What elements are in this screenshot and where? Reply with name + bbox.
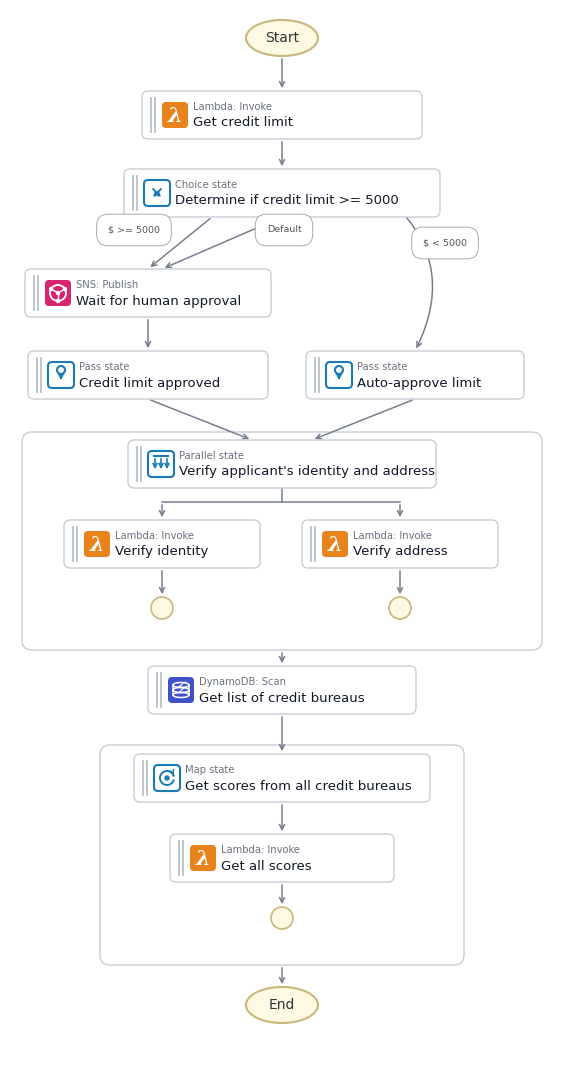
Text: Lambda: Invoke: Lambda: Invoke (353, 531, 432, 541)
FancyBboxPatch shape (144, 180, 170, 206)
Text: Get all scores: Get all scores (221, 859, 312, 872)
Text: Lambda: Invoke: Lambda: Invoke (193, 102, 272, 113)
Text: Determine if credit limit >= 5000: Determine if credit limit >= 5000 (175, 195, 399, 208)
Text: Verify applicant's identity and address: Verify applicant's identity and address (179, 465, 435, 478)
Text: Lambda: Invoke: Lambda: Invoke (115, 531, 194, 541)
FancyBboxPatch shape (48, 362, 74, 388)
Circle shape (335, 366, 343, 374)
Text: Choice state: Choice state (175, 180, 237, 190)
Circle shape (56, 291, 59, 294)
FancyBboxPatch shape (162, 102, 188, 128)
Text: Get credit limit: Get credit limit (193, 117, 293, 130)
FancyBboxPatch shape (322, 531, 348, 557)
FancyBboxPatch shape (302, 520, 498, 568)
FancyBboxPatch shape (148, 667, 416, 714)
FancyBboxPatch shape (170, 834, 394, 882)
FancyBboxPatch shape (306, 351, 524, 399)
FancyBboxPatch shape (190, 845, 216, 871)
FancyBboxPatch shape (100, 745, 464, 965)
FancyBboxPatch shape (25, 269, 271, 317)
Text: Wait for human approval: Wait for human approval (76, 294, 241, 307)
Circle shape (271, 907, 293, 929)
Text: $ >= 5000: $ >= 5000 (108, 225, 160, 235)
Text: λ: λ (196, 849, 210, 869)
FancyBboxPatch shape (134, 754, 430, 802)
Text: Pass state: Pass state (357, 362, 408, 372)
Ellipse shape (246, 987, 318, 1022)
Text: λ: λ (328, 535, 342, 555)
FancyBboxPatch shape (128, 440, 436, 488)
Text: λ: λ (90, 535, 104, 555)
Text: Credit limit approved: Credit limit approved (79, 377, 221, 390)
Circle shape (151, 597, 173, 619)
Circle shape (50, 288, 52, 290)
Text: Pass state: Pass state (79, 362, 130, 372)
FancyBboxPatch shape (148, 451, 174, 477)
Ellipse shape (246, 19, 318, 56)
Circle shape (63, 288, 67, 290)
Text: Verify address: Verify address (353, 545, 448, 558)
Circle shape (165, 776, 169, 780)
Text: Verify identity: Verify identity (115, 545, 208, 558)
FancyBboxPatch shape (142, 91, 422, 138)
Circle shape (57, 366, 65, 374)
Text: Default: Default (267, 225, 301, 235)
Text: Parallel state: Parallel state (179, 451, 244, 461)
Text: Get scores from all credit bureaus: Get scores from all credit bureaus (185, 779, 412, 792)
Text: ⚡: ⚡ (175, 681, 187, 699)
Text: $ < 5000: $ < 5000 (423, 238, 467, 248)
FancyBboxPatch shape (45, 280, 71, 306)
Text: End: End (269, 998, 295, 1012)
Text: SNS: Publish: SNS: Publish (76, 280, 138, 290)
FancyBboxPatch shape (124, 169, 440, 217)
Circle shape (389, 597, 411, 619)
FancyBboxPatch shape (84, 531, 110, 557)
Text: λ: λ (168, 106, 182, 126)
Text: Map state: Map state (185, 765, 235, 775)
Circle shape (56, 300, 59, 303)
FancyBboxPatch shape (28, 351, 268, 399)
FancyBboxPatch shape (154, 765, 180, 791)
Text: Get list of credit bureaus: Get list of credit bureaus (199, 691, 364, 704)
FancyBboxPatch shape (64, 520, 260, 568)
FancyBboxPatch shape (22, 432, 542, 650)
Text: Auto-approve limit: Auto-approve limit (357, 377, 481, 390)
Text: DynamoDB: Scan: DynamoDB: Scan (199, 677, 286, 687)
Text: Lambda: Invoke: Lambda: Invoke (221, 845, 300, 855)
FancyBboxPatch shape (168, 677, 194, 703)
FancyBboxPatch shape (326, 362, 352, 388)
Text: Start: Start (265, 31, 299, 45)
